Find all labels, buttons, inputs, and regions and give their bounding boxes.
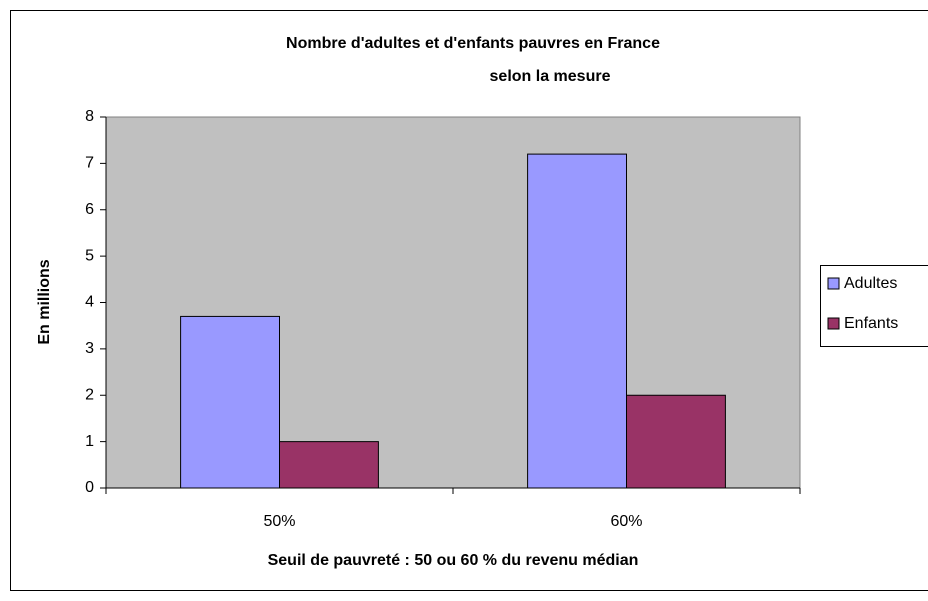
y-tick-label: 0: [85, 479, 94, 496]
y-tick-label: 8: [85, 108, 94, 125]
bar: [626, 394, 726, 489]
y-tick-label: 7: [85, 155, 94, 172]
bar: [279, 441, 379, 489]
y-tick-label: 1: [85, 433, 94, 450]
bar: [180, 315, 280, 489]
legend-label: Adultes: [844, 275, 897, 292]
y-axis-label: En millions: [36, 259, 53, 344]
legend-swatch: [827, 277, 840, 290]
y-tick-label: 2: [85, 386, 94, 403]
bar: [527, 153, 627, 489]
y-tick-label: 6: [85, 201, 94, 218]
legend-swatch: [827, 317, 840, 330]
x-axis-label: Seuil de pauvreté : 50 ou 60 % du revenu…: [268, 552, 639, 569]
x-tick-label: 60%: [610, 513, 642, 530]
chart-title: selon la mesure: [490, 68, 611, 85]
y-tick-label: 3: [85, 340, 94, 357]
y-tick-label: 4: [85, 294, 94, 311]
y-tick-label: 5: [85, 247, 94, 264]
chart-title: Nombre d'adultes et d'enfants pauvres en…: [286, 35, 660, 52]
x-tick-label: 50%: [263, 513, 295, 530]
legend-label: Enfants: [844, 315, 898, 332]
